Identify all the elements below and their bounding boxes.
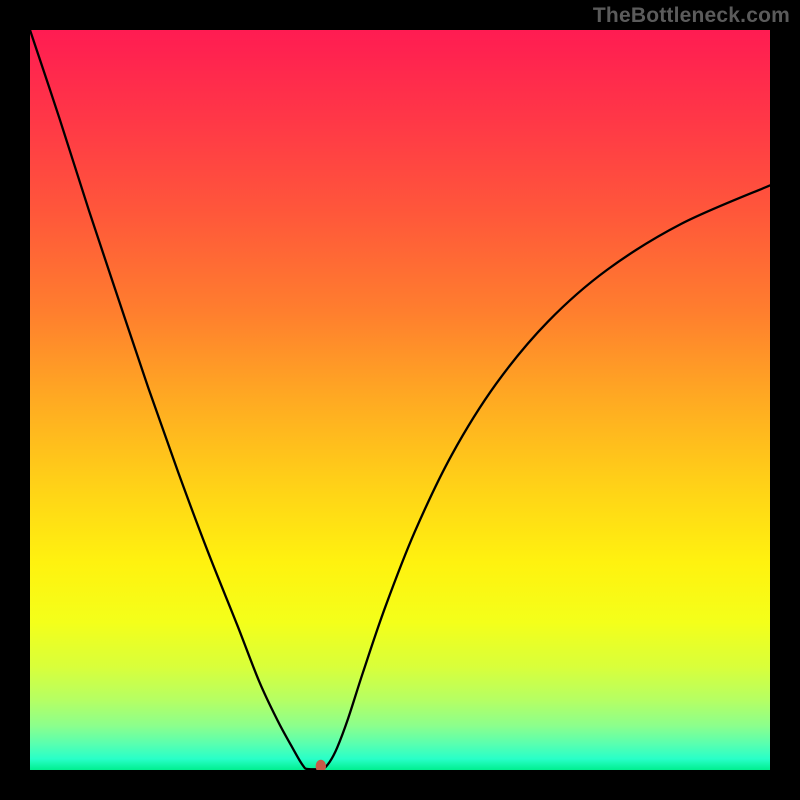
chart-svg <box>30 30 770 770</box>
chart-frame: TheBottleneck.com <box>0 0 800 800</box>
plot-area <box>30 30 770 770</box>
gradient-background <box>30 30 770 770</box>
watermark-text: TheBottleneck.com <box>593 4 790 28</box>
